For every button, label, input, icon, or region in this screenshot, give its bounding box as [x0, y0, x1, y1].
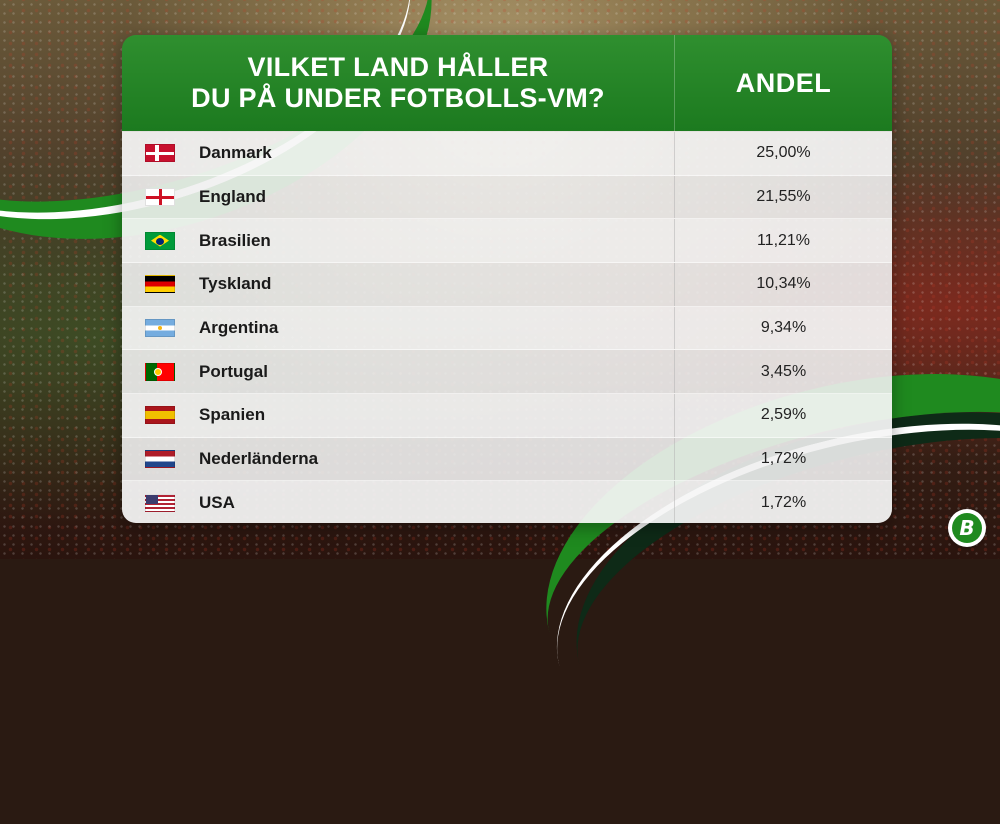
country-cell: Portugal [122, 350, 674, 393]
country-name: Portugal [199, 361, 268, 381]
brand-logo-letter: B [952, 513, 982, 543]
question-line-2: DU PÅ UNDER FOTBOLLS-VM? [191, 83, 605, 113]
column-divider [674, 219, 675, 263]
header-divider [674, 35, 675, 131]
country-name: England [199, 187, 267, 206]
table-row: Portugal 3,45% [122, 350, 892, 395]
share-value: 1,72% [760, 450, 807, 468]
brazil-flag-icon [145, 231, 175, 250]
country-cell: Nederländerna [122, 438, 674, 481]
usa-flag-icon [145, 493, 175, 512]
country-cell: Danmark [122, 132, 674, 175]
table-row: England 21,55% [122, 175, 892, 220]
country-name: Danmark [199, 143, 272, 163]
column-divider [674, 481, 675, 523]
share-value: 3,45% [760, 362, 807, 380]
country-name: Argentina [199, 318, 279, 338]
argentina-flag-icon [145, 319, 175, 338]
share-heading: ANDEL [735, 67, 832, 98]
country-name: USA [199, 492, 235, 512]
spain-flag-icon [145, 406, 175, 425]
country-cell: Tyskland [122, 263, 674, 306]
table-row: Argentina 9,34% [122, 306, 892, 351]
table-body: Danmark 25,00% England 21,55% Brasilien … [122, 131, 892, 523]
country-name: Tyskland [199, 274, 272, 294]
table-row: Brasilien 11,21% [122, 219, 892, 264]
share-value: 9,34% [760, 319, 807, 337]
share-value: 25,00% [756, 144, 811, 162]
denmark-flag-icon [145, 144, 175, 163]
table-row: Danmark 25,00% [122, 132, 892, 176]
share-value: 2,59% [760, 406, 807, 424]
column-divider [674, 263, 675, 306]
country-cell: England [122, 176, 674, 219]
country-cell: USA [122, 481, 674, 523]
table-row: USA 1,72% [122, 481, 892, 523]
country-cell: Brasilien [122, 219, 674, 262]
question-line-1: VILKET LAND HÅLLER [247, 52, 549, 82]
germany-flag-icon [145, 275, 175, 294]
share-value: 21,55% [756, 188, 811, 205]
column-divider [674, 350, 675, 394]
share-value: 1,72% [760, 493, 807, 511]
survey-table: VILKET LAND HÅLLER DU PÅ UNDER FOTBOLLS-… [122, 35, 892, 523]
column-divider [674, 306, 675, 350]
column-divider [674, 175, 675, 219]
country-name: Nederländerna [199, 449, 319, 469]
netherlands-flag-icon [145, 450, 175, 469]
share-value: 11,21% [756, 231, 811, 249]
column-divider [674, 394, 675, 437]
column-divider [674, 132, 675, 175]
table-row: Spanien 2,59% [122, 394, 892, 438]
england-flag-icon [145, 188, 175, 206]
country-cell: Spanien [122, 394, 674, 437]
brand-logo: B [948, 509, 986, 547]
country-name: Spanien [199, 405, 266, 425]
country-name: Brasilien [199, 230, 271, 250]
table-row: Nederländerna 1,72% [122, 437, 892, 482]
column-divider [674, 437, 675, 481]
table-header: VILKET LAND HÅLLER DU PÅ UNDER FOTBOLLS-… [122, 35, 892, 131]
country-cell: Argentina [122, 307, 674, 350]
question-heading: VILKET LAND HÅLLER DU PÅ UNDER FOTBOLLS-… [122, 35, 674, 131]
table-row: Tyskland 10,34% [122, 263, 892, 307]
share-value: 10,34% [756, 275, 811, 293]
portugal-flag-icon [145, 362, 175, 381]
